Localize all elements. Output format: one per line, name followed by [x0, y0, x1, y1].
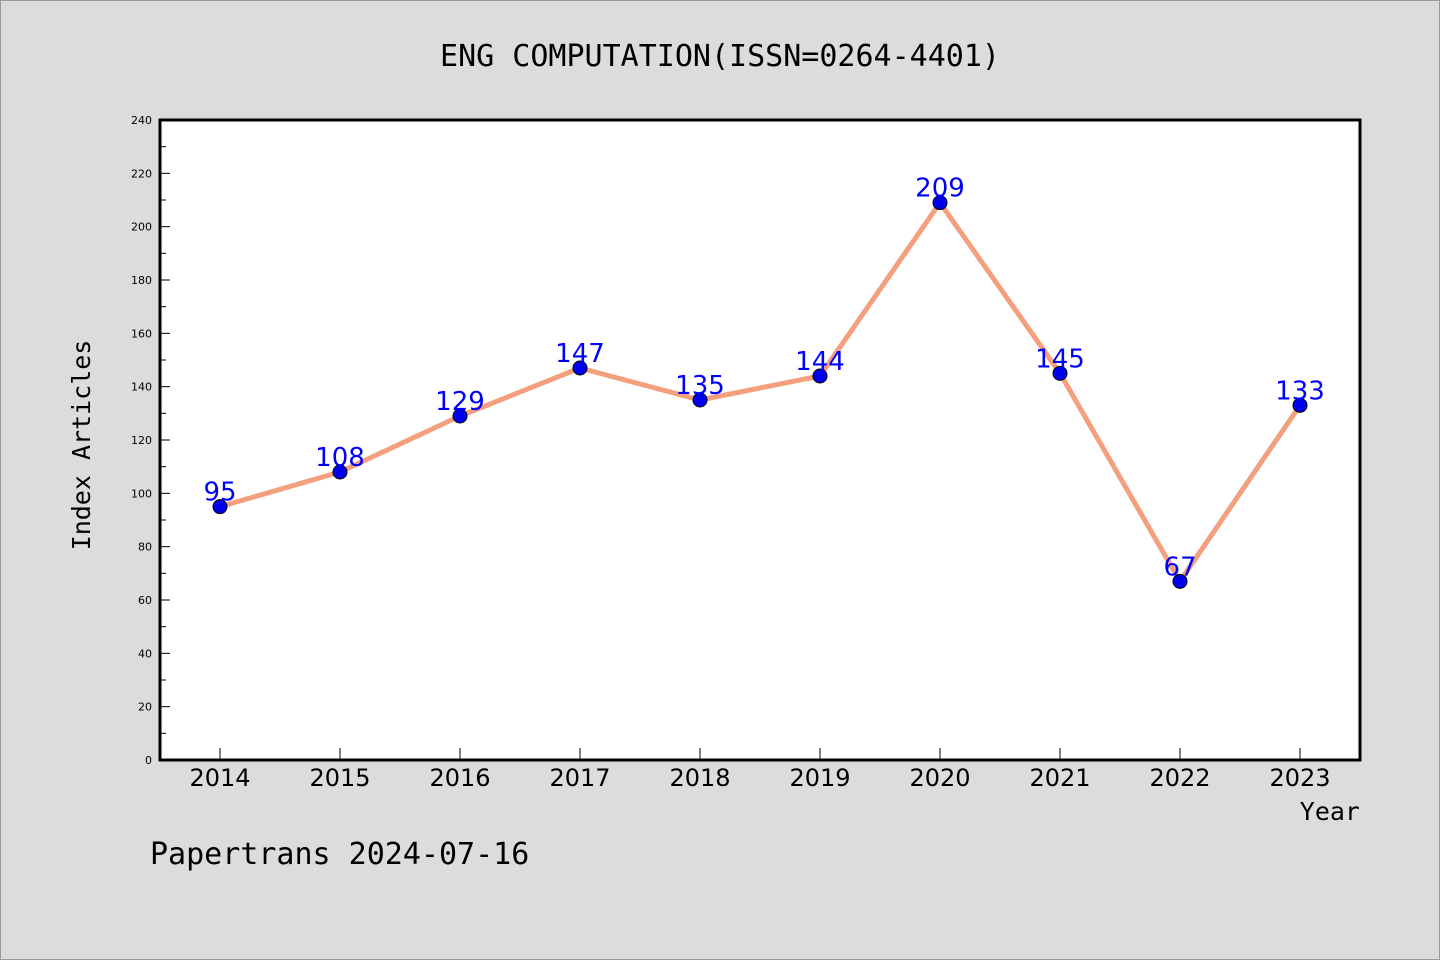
data-labels: 95 108 129 147 135 144 209 145 67 133: [203, 174, 1324, 583]
series-line: [217, 200, 1303, 584]
data-label: 209: [915, 174, 965, 204]
data-label: 108: [315, 443, 365, 473]
x-tick-label: 2023: [1269, 764, 1330, 792]
x-tick-label: 2017: [549, 764, 610, 792]
y-tick-label: 220: [131, 167, 152, 180]
y-tick-label: 200: [131, 221, 152, 234]
x-tick-label: 2021: [1029, 764, 1090, 792]
x-tick-label: 2015: [309, 764, 370, 792]
x-tick-label: 2022: [1149, 764, 1210, 792]
x-axis-label: Year: [1300, 797, 1360, 826]
data-label: 133: [1275, 376, 1325, 406]
data-point: [1172, 573, 1188, 589]
y-tick-label: 180: [131, 274, 152, 287]
x-tick-label: 2020: [909, 764, 970, 792]
y-tick-label: 240: [131, 114, 152, 127]
plot-area: [160, 120, 1360, 760]
y-tick-label: 60: [138, 594, 152, 607]
data-point: [212, 499, 228, 515]
y-axis-ticks: 0 20 40 60 80 100 120 140 160 180 200 220 240: [131, 114, 170, 767]
data-label: 147: [555, 339, 605, 369]
y-tick-label: 40: [138, 647, 152, 660]
footer-watermark: Papertrans 2024-07-16: [150, 837, 529, 872]
data-point: [1292, 397, 1308, 413]
x-tick-label: 2019: [789, 764, 850, 792]
y-axis-label: Index Articles: [67, 340, 96, 551]
data-label: 67: [1163, 552, 1196, 582]
data-point: [572, 360, 588, 376]
data-point: [692, 392, 708, 408]
x-tick-label: 2016: [429, 764, 490, 792]
data-point: [332, 464, 348, 480]
x-axis-ticks: 2014 2015 2016 2017 2018 2019 2020 2021 2022 2023: [189, 748, 1331, 792]
y-tick-label: 100: [131, 487, 152, 500]
data-point: [1052, 365, 1068, 381]
chart-title: ENG COMPUTATION(ISSN=0264-4401): [440, 39, 1000, 74]
data-label: 144: [795, 347, 845, 377]
y-tick-label: 0: [145, 754, 152, 767]
data-point: [452, 408, 468, 424]
data-point: [932, 195, 948, 211]
y-tick-label: 80: [138, 541, 152, 554]
data-label: 95: [203, 478, 236, 508]
y-tick-label: 140: [131, 381, 152, 394]
y-tick-label: 120: [131, 434, 152, 447]
y-tick-label: 20: [138, 701, 152, 714]
x-tick-label: 2018: [669, 764, 730, 792]
data-label: 145: [1035, 344, 1085, 374]
data-label: 129: [435, 387, 485, 417]
data-point: [812, 368, 828, 384]
plot-border: [158, 118, 1362, 762]
x-tick-label: 2014: [189, 764, 250, 792]
data-label: 135: [675, 371, 725, 401]
data-markers: [212, 195, 1308, 589]
y-tick-label: 160: [131, 327, 152, 340]
